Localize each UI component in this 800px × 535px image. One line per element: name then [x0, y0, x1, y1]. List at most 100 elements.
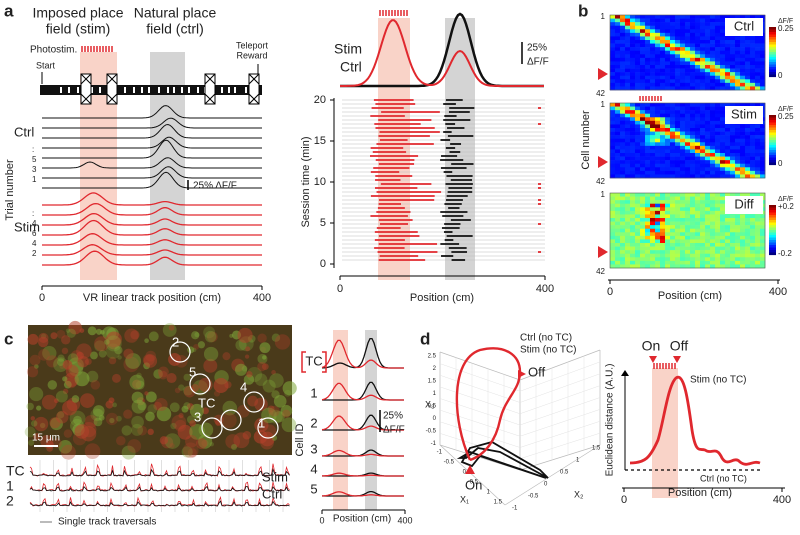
heatmap-cell: [700, 153, 706, 157]
heatmap-cell: [685, 40, 691, 44]
heatmap-cell: [730, 65, 736, 69]
heatmap-cell: [620, 260, 626, 265]
heatmap-cell: [670, 72, 676, 77]
heatmap-cell: [665, 117, 671, 122]
colorbar-step: [769, 62, 776, 65]
heatmap-cell: [655, 22, 661, 27]
heatmap-cell: [630, 29, 636, 34]
heatmap-cell: [735, 225, 741, 230]
heatmap-cell: [620, 193, 626, 197]
heatmap-cell: [730, 221, 736, 226]
heatmap-cell: [655, 82, 661, 87]
fov-blob: [231, 330, 242, 340]
heatmap-cell: [620, 54, 626, 59]
heatmap-cell: [700, 145, 706, 150]
heatmap-cell: [760, 170, 766, 175]
heatmap-cell: [725, 193, 731, 197]
heatmap-cell: [665, 72, 671, 77]
heatmap-cell: [705, 160, 711, 165]
heatmap-cell: [705, 40, 711, 44]
heatmap-cell: [675, 32, 681, 37]
heatmap-cell: [630, 65, 636, 69]
heatmap-cell: [680, 264, 686, 269]
heatmap-cell: [700, 103, 706, 107]
heatmap-cell: [655, 163, 661, 168]
heatmap-cell: [640, 103, 646, 107]
heatmap-cell: [700, 113, 706, 118]
heatmap-cell: [675, 68, 681, 73]
fov-blob: [106, 331, 122, 348]
heatmap-cell: [615, 32, 621, 37]
heatmap-cell: [615, 253, 621, 258]
heatmap-cell: [615, 221, 621, 226]
heatmap-cell: [625, 218, 631, 222]
heatmap-cell: [675, 250, 681, 255]
fov-blob: [245, 346, 251, 352]
heatmap-cell: [735, 50, 741, 55]
colorbar-step: [769, 37, 776, 40]
heatmap-cell: [700, 170, 706, 175]
traversal-label: Single track traversals: [58, 517, 156, 528]
heatmap-cell: [680, 54, 686, 59]
heatmap-cell: [610, 153, 616, 157]
heatmap-cell: [740, 250, 746, 255]
scale-label: 25%: [383, 411, 403, 422]
heatmap-cell: [645, 86, 651, 91]
heatmap-cell: [690, 22, 696, 27]
heatmap-cell: [715, 40, 721, 44]
y-axis-label: Cell number: [580, 110, 592, 170]
heatmap-cell: [710, 113, 716, 118]
heatmap-cell: [610, 214, 616, 219]
heatmap-cell: [625, 142, 631, 147]
heatmap-cell: [705, 260, 711, 265]
heatmap-cell: [710, 243, 716, 247]
heatmap-cell: [620, 264, 626, 269]
heatmap-cell: [610, 167, 616, 172]
heatmap-cell: [750, 131, 756, 136]
heatmap-cell: [645, 257, 651, 262]
heatmap-cell: [735, 174, 741, 179]
heatmap-cell: [705, 72, 711, 77]
heatmap-cell: [740, 75, 746, 80]
heatmap-cell: [610, 207, 616, 212]
heatmap-cell: [665, 228, 671, 233]
heatmap-cell: [680, 131, 686, 136]
heatmap-cell: [665, 54, 671, 59]
colorbar-step: [769, 140, 776, 143]
heatmap-cell: [640, 200, 646, 205]
heatmap-cell: [715, 243, 721, 247]
heatmap-cell: [690, 153, 696, 157]
heatmap-cell: [615, 167, 621, 172]
heatmap-cell: [615, 25, 621, 30]
heatmap-cell: [755, 160, 761, 165]
heatmap-cell: [700, 193, 706, 197]
off-label: Off: [528, 364, 545, 379]
heatmap-cell: [720, 54, 726, 59]
heatmap-cell: [735, 218, 741, 222]
heatmap-cell: [680, 239, 686, 244]
heatmap-cell: [685, 68, 691, 73]
heatmap-cell: [715, 128, 721, 132]
fov-blob: [229, 333, 234, 338]
fov-blob: [166, 372, 177, 384]
heatmap-cell: [705, 110, 711, 115]
colorbar-step: [769, 69, 776, 73]
heatmap-cell: [715, 138, 721, 143]
fov-blob: [123, 348, 134, 359]
heatmap-cell: [670, 61, 676, 66]
heatmap-cell: [690, 225, 696, 230]
heatmap-cell: [630, 163, 636, 168]
heatmap-cell: [610, 235, 616, 240]
heatmap-cell: [625, 61, 631, 66]
heatmap-cell: [725, 57, 731, 62]
heatmap-cell: [655, 57, 661, 62]
heatmap-cell: [625, 239, 631, 244]
heatmap-cell: [740, 221, 746, 226]
heatmap-cell: [680, 174, 686, 179]
heatmap-frame: [609, 102, 766, 179]
heatmap-cell: [665, 124, 671, 129]
axis-label: X₁: [460, 494, 469, 504]
heatmap-cell: [710, 135, 716, 140]
heatmap-cell: [645, 75, 651, 80]
stim-mean: [321, 415, 404, 431]
